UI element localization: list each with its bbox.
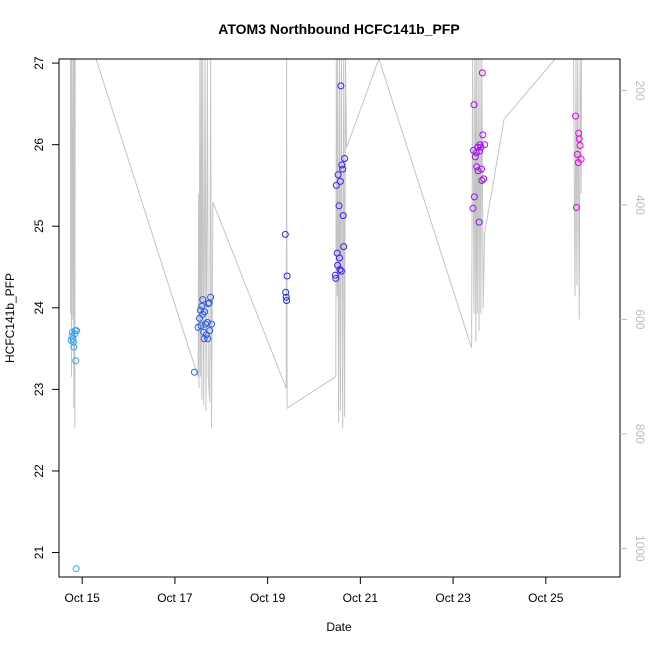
- data-point: [197, 322, 205, 330]
- data-point: [577, 155, 585, 163]
- data-point: [206, 327, 214, 335]
- data-point: [572, 204, 580, 211]
- data-point: [283, 297, 291, 304]
- data-point: [282, 293, 290, 301]
- data-point: [70, 343, 78, 351]
- data-point: [572, 112, 579, 120]
- chart-title: ATOM3 Northbound HCFC141b_PFP: [218, 21, 459, 37]
- data-point: [338, 161, 346, 169]
- data-point: [332, 274, 340, 282]
- data-point: [71, 330, 79, 338]
- data-point: [73, 327, 81, 335]
- altitude-trace-line: [70, 57, 582, 429]
- data-point: [331, 271, 339, 279]
- x-axis: Oct 15 Oct 17 Oct 19 Oct 21 Oct 23 Oct 25: [65, 577, 564, 605]
- right-tick-label: 200: [633, 80, 647, 100]
- data-point: [199, 296, 207, 304]
- y-tick-label: 25: [32, 219, 46, 233]
- data-point: [476, 147, 483, 155]
- plot-frame: [58, 58, 621, 578]
- data-point: [477, 165, 485, 173]
- data-point: [201, 308, 209, 316]
- data-point: [204, 335, 212, 343]
- data-point: [336, 266, 344, 273]
- data-point: [475, 218, 483, 226]
- y-axis-right: 200 400 600 800 1000: [620, 80, 647, 562]
- data-point: [72, 565, 80, 573]
- data-point: [480, 175, 488, 183]
- data-point: [190, 368, 198, 376]
- data-point: [341, 155, 349, 162]
- right-tick-label: 600: [633, 309, 647, 329]
- right-tick-label: 400: [633, 195, 647, 215]
- y-axis: 21 22 23 24 25 26 27: [32, 56, 59, 559]
- data-point: [208, 320, 215, 328]
- right-tick-label: 800: [633, 424, 647, 444]
- data-point: [196, 306, 204, 314]
- data-point: [69, 338, 77, 346]
- data-point: [470, 101, 478, 109]
- points-layer: [67, 69, 585, 573]
- data-point: [575, 135, 583, 143]
- x-tick-label: Oct 15: [65, 591, 101, 605]
- data-point: [339, 212, 347, 220]
- data-point: [479, 131, 487, 139]
- x-tick-label: Oct 25: [528, 591, 564, 605]
- y-tick-label: 23: [32, 382, 46, 396]
- data-point: [281, 230, 289, 238]
- x-axis-label: Date: [326, 620, 352, 634]
- data-point: [477, 143, 485, 151]
- y-axis-label: HCFC141b_PFP: [3, 273, 17, 363]
- y-tick-label: 27: [32, 56, 46, 70]
- data-point: [478, 177, 486, 184]
- data-point: [337, 82, 345, 90]
- data-point: [470, 193, 478, 201]
- right-tick-label: 1000: [633, 535, 647, 562]
- data-point: [334, 171, 342, 179]
- x-tick-label: Oct 17: [157, 591, 193, 605]
- y-tick-label: 22: [32, 464, 46, 478]
- data-point: [339, 165, 347, 173]
- data-point: [576, 142, 584, 149]
- data-point: [198, 302, 206, 310]
- y-tick-label: 26: [32, 138, 46, 152]
- data-point: [340, 243, 348, 251]
- x-tick-label: Oct 19: [250, 591, 286, 605]
- data-point: [336, 254, 343, 262]
- data-point: [474, 143, 482, 151]
- y-tick-label: 21: [32, 546, 46, 560]
- data-point: [573, 150, 581, 158]
- x-tick-label: Oct 23: [435, 591, 471, 605]
- data-point: [207, 293, 215, 301]
- x-tick-label: Oct 21: [343, 591, 379, 605]
- data-point: [332, 181, 340, 189]
- data-point: [474, 167, 482, 175]
- data-point: [469, 204, 477, 212]
- data-point: [200, 335, 208, 343]
- data-point: [335, 202, 343, 210]
- data-point: [481, 141, 489, 149]
- data-point: [471, 153, 479, 161]
- y-tick-label: 24: [32, 301, 46, 315]
- data-point: [282, 288, 290, 296]
- data-point: [336, 177, 344, 185]
- data-point: [203, 319, 211, 326]
- data-point: [72, 357, 80, 365]
- data-point: [283, 272, 291, 280]
- data-point: [204, 300, 212, 308]
- altitude-trace-layer: [70, 57, 582, 429]
- data-point: [478, 69, 486, 77]
- data-point: [337, 267, 345, 275]
